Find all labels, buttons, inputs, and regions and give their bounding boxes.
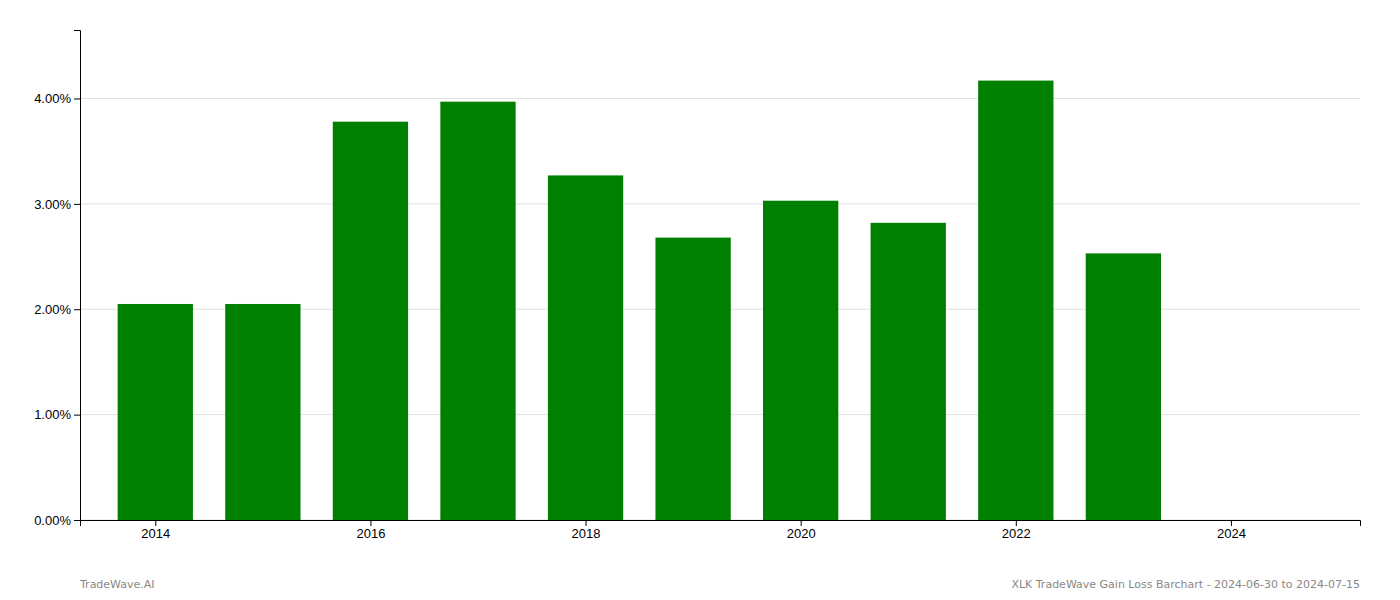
x-tick-mark <box>1231 520 1232 526</box>
grid-line <box>80 203 1360 204</box>
x-tick: 2018 <box>572 520 601 541</box>
bars <box>118 81 1161 520</box>
x-tick-mark <box>1016 520 1017 526</box>
x-axis-line <box>81 521 1361 527</box>
y-axis-line <box>74 31 81 521</box>
chart-svg: 2014 2016 2018 2020 2022 2024 0.00% 1.00% 2.00% 3… <box>0 0 1400 600</box>
x-tick: 2014 <box>141 520 170 541</box>
y-tick-label: 2.00% <box>34 302 71 317</box>
x-tick: 2022 <box>1002 520 1031 541</box>
bar <box>763 201 838 520</box>
bar <box>1086 253 1161 520</box>
bar <box>871 223 946 520</box>
annotation: XLK TradeWave Gain Loss Barchart - 2024-… <box>1011 578 1360 591</box>
y-tick: 4.00% <box>34 91 80 106</box>
y-tick-mark <box>74 309 80 310</box>
x-axis: 2014 2016 2018 2020 2022 2024 <box>81 520 1361 541</box>
bar <box>548 175 623 520</box>
y-tick-label: 3.00% <box>34 197 71 212</box>
x-tick-label: 2018 <box>572 526 601 541</box>
x-tick: 2020 <box>787 520 816 541</box>
y-tick: 3.00% <box>34 197 80 212</box>
y-tick-label: 4.00% <box>34 91 71 106</box>
x-tick-mark <box>801 520 802 526</box>
y-tick: 0.00% <box>34 513 80 528</box>
x-tick-mark <box>155 520 156 526</box>
x-tick-label: 2022 <box>1002 526 1031 541</box>
y-axis: 0.00% 1.00% 2.00% 3.00% 4.00% <box>34 31 80 528</box>
y-tick-label: 0.00% <box>34 513 71 528</box>
y-tick-mark <box>74 204 80 205</box>
bar <box>333 122 408 520</box>
x-tick: 2024 <box>1217 520 1246 541</box>
grid <box>80 98 1360 520</box>
annotation: TradeWave.AI <box>79 578 155 591</box>
y-tick-mark <box>74 520 80 521</box>
y-tick-mark <box>74 98 80 99</box>
x-tick-label: 2024 <box>1217 526 1246 541</box>
bar <box>225 304 300 520</box>
y-tick: 2.00% <box>34 302 80 317</box>
x-tick-label: 2016 <box>356 526 385 541</box>
bar <box>118 304 193 520</box>
x-tick-mark <box>370 520 371 526</box>
x-tick-label: 2014 <box>141 526 170 541</box>
bar <box>440 102 515 520</box>
x-tick-mark <box>586 520 587 526</box>
y-tick-mark <box>74 415 80 416</box>
x-tick-label: 2020 <box>787 526 816 541</box>
plot: 2014 2016 2018 2020 2022 2024 0.00% 1.00% 2.00% 3… <box>34 31 1360 542</box>
bar <box>655 238 730 520</box>
y-tick: 1.00% <box>34 407 80 422</box>
grid-line <box>80 98 1360 99</box>
bar <box>978 81 1053 520</box>
x-tick: 2016 <box>356 520 385 541</box>
y-tick-label: 1.00% <box>34 407 71 422</box>
chart-container: 2014 2016 2018 2020 2022 2024 0.00% 1.00% 2.00% 3… <box>0 0 1400 600</box>
